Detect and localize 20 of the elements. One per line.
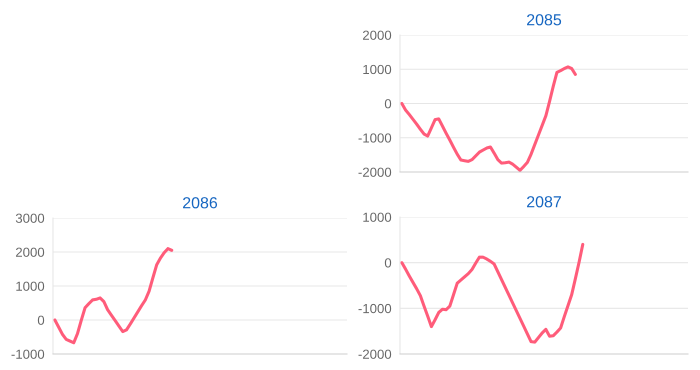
y-tick-label: 0 <box>38 316 44 325</box>
y-tick-label: 0 <box>384 99 392 108</box>
line-series <box>53 247 174 344</box>
line-series <box>400 242 584 344</box>
line-series <box>400 65 577 172</box>
y-tick-label: -1000 <box>358 304 392 314</box>
y-tick-label: -2000 <box>358 168 392 177</box>
y-tick-label: 2000 <box>362 30 392 40</box>
y-tick-label: 1000 <box>363 64 392 74</box>
y-tick-label: 3000 <box>16 214 44 223</box>
y-tick-label: 1000 <box>16 282 44 291</box>
y-tick-label: -1000 <box>12 350 44 359</box>
y-tick-label: 2000 <box>16 248 44 257</box>
y-tick-label: 1000 <box>363 212 392 222</box>
y-tick-label: -2000 <box>358 350 392 359</box>
chart-title: 2085 <box>527 14 562 26</box>
y-tick-label: -1000 <box>358 133 392 143</box>
y-tick-label: 0 <box>384 258 392 268</box>
chart-title: 2087 <box>527 196 561 208</box>
chart-title: 2086 <box>183 197 218 208</box>
